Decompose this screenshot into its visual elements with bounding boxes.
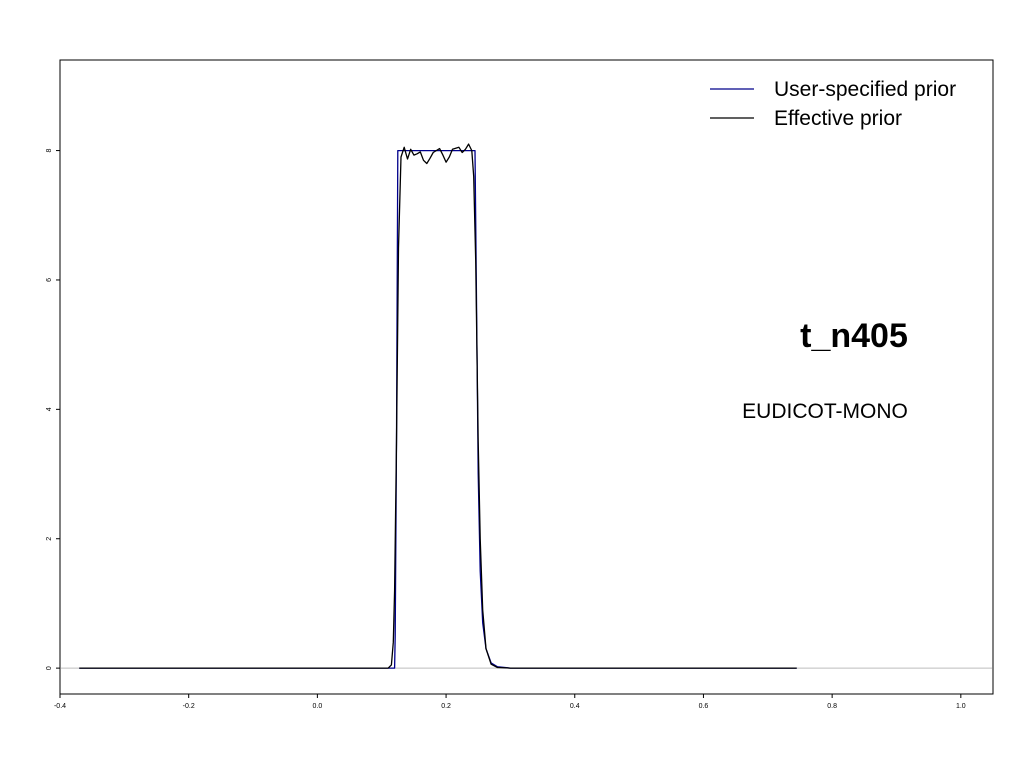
plot-frame <box>59 59 994 695</box>
x-tick-label: 1.0 <box>956 703 966 710</box>
y-tick-label: 8 <box>46 149 53 153</box>
series-line-user-specified-prior <box>79 149 797 669</box>
x-tick-label: 0.8 <box>827 703 837 710</box>
x-tick-label: -0.2 <box>183 703 195 710</box>
y-tick-label: 6 <box>46 278 53 282</box>
y-tick-label: 0 <box>46 666 53 670</box>
x-tick-label: 0.0 <box>313 703 323 710</box>
x-tick-label: 0.2 <box>441 703 451 710</box>
legend: User-specified prior Effective prior <box>710 78 956 130</box>
series-layer <box>79 143 797 669</box>
legend-label-user-specified: User-specified prior <box>774 78 956 101</box>
y-axis: 0 2 4 6 8 <box>46 149 60 670</box>
y-tick-label: 4 <box>46 407 53 411</box>
x-axis: -0.4 -0.2 0.0 0.2 0.4 0.6 0.8 1.0 <box>54 694 966 710</box>
chart-subtitle: EUDICOT-MONO <box>742 400 908 423</box>
series-line-effective-prior <box>79 143 797 669</box>
x-tick-label: 0.6 <box>699 703 709 710</box>
x-tick-label: -0.4 <box>54 703 66 710</box>
chart-title: t_n405 <box>800 317 908 355</box>
legend-label-effective: Effective prior <box>774 107 902 130</box>
x-tick-label: 0.4 <box>570 703 580 710</box>
y-tick-label: 2 <box>46 537 53 541</box>
